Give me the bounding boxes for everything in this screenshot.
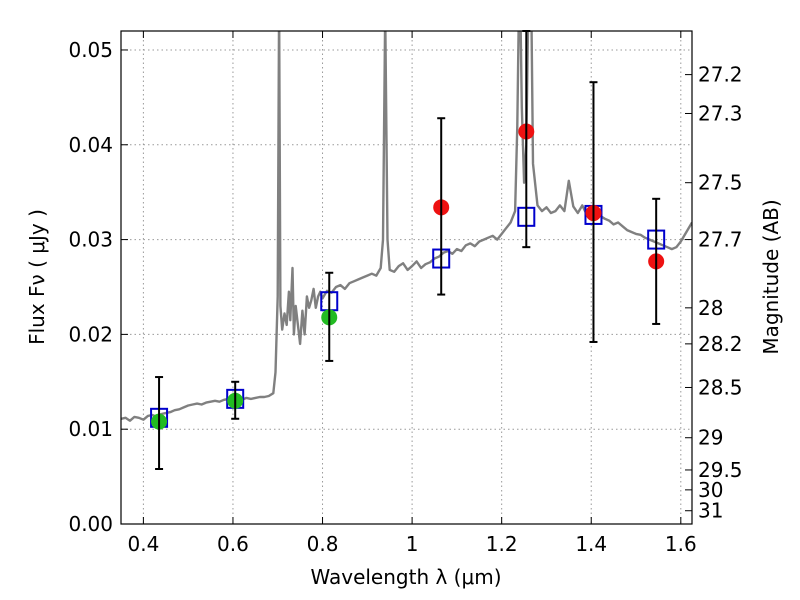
y2-tick-label: 31 xyxy=(698,499,723,523)
tick-layer: 0.4 0.6 0.8 1 1.2 1.4 1.6 0.00 0.01 0.02 0.03 0.04 0… xyxy=(68,31,743,556)
y2-axis-label: Magnitude (AB) xyxy=(759,199,783,354)
y2-tick-label: 28.5 xyxy=(698,375,743,399)
x-tick-label: 0.6 xyxy=(217,532,249,556)
x-tick-label: 1.2 xyxy=(486,532,518,556)
y-tick-label: 0.04 xyxy=(68,133,113,157)
x-tick-label: 1 xyxy=(406,532,419,556)
x-tick-label: 1.4 xyxy=(575,532,607,556)
y2-tick-label: 27.2 xyxy=(698,63,743,87)
y2-tick-label: 28.2 xyxy=(698,332,743,356)
y2-tick-label: 29.5 xyxy=(698,458,743,482)
y2-tick-label: 30 xyxy=(698,478,723,502)
y-tick-label: 0.02 xyxy=(68,322,113,346)
x-tick-label: 0.8 xyxy=(307,532,339,556)
x-tick-label: 1.6 xyxy=(665,532,697,556)
y2-tick-label: 27.5 xyxy=(698,171,743,195)
y-tick-label: 0.01 xyxy=(68,417,113,441)
x-axis-label: Wavelength λ (μm) xyxy=(310,565,501,589)
y-tick-label: 0.05 xyxy=(68,38,113,62)
plot-area xyxy=(121,31,692,524)
errorbar-layer xyxy=(150,30,666,471)
y2-tick-label: 27.7 xyxy=(698,228,743,252)
y2-tick-label: 27.3 xyxy=(698,101,743,125)
grid xyxy=(121,31,692,525)
y2-tick-label: 28 xyxy=(698,296,723,320)
y-tick-label: 0.03 xyxy=(68,228,113,252)
x-tick-label: 0.4 xyxy=(127,532,159,556)
y-axis-label: Flux Fν ( μJy ) xyxy=(25,209,49,345)
y-tick-label: 0.00 xyxy=(68,512,113,536)
y2-tick-label: 29 xyxy=(698,426,723,450)
plot-frame xyxy=(120,30,693,525)
